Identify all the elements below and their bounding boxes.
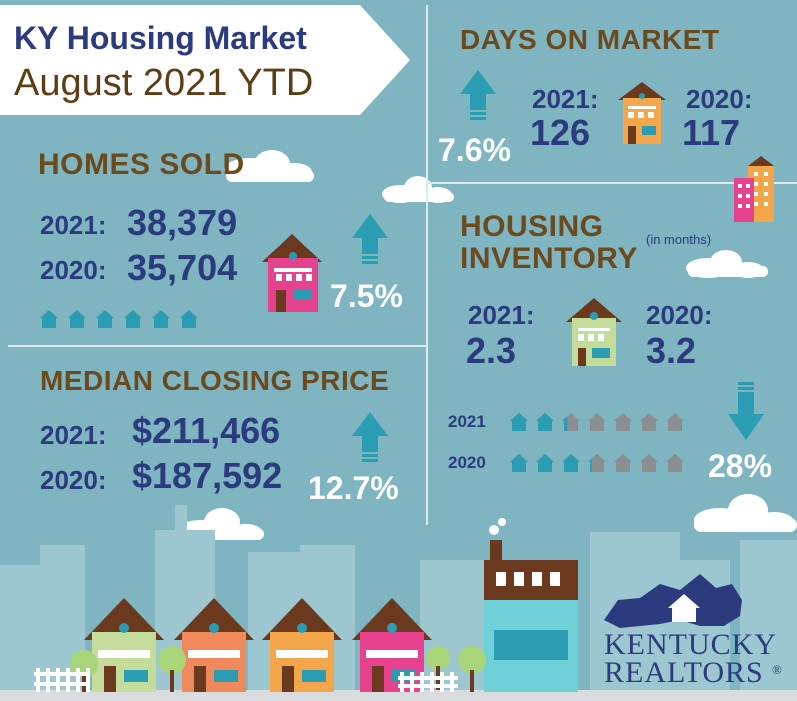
kentucky-map-icon: [604, 574, 742, 628]
title-banner: [0, 5, 410, 115]
inventory-house-icon: [588, 413, 606, 431]
homes-sold-change: 7.5%: [330, 278, 403, 314]
inventory-row-2020-year: 2020: [448, 453, 486, 472]
inventory-house-icon: [562, 413, 580, 431]
homes-sold-2021-value: 38,379: [127, 202, 238, 243]
inventory-row-2021-year: 2021: [448, 412, 486, 431]
cloud-icon: [382, 176, 454, 203]
inventory-house-icon: [614, 454, 632, 472]
median-price-2021-value: $211,466: [132, 410, 281, 451]
homes-sold-2020-label: 2020:: [40, 255, 107, 285]
inventory-house-icon: [640, 413, 658, 431]
inventory-house-icon: [666, 413, 684, 431]
title-line2: August 2021 YTD: [14, 62, 314, 104]
street-houses: [34, 518, 578, 692]
logo-line2: REALTORS: [604, 656, 764, 689]
divider-left: [8, 345, 426, 347]
homes-sold-2020-value: 35,704: [127, 247, 238, 288]
cloud-icon: [694, 494, 797, 532]
median-price-change: 12.7%: [308, 470, 399, 506]
inventory-2020-value: 3.2: [646, 330, 697, 371]
inventory-house-icon: [640, 454, 658, 472]
inventory-house-icon: [510, 454, 528, 472]
up-arrow-icon: [352, 412, 388, 462]
inventory-heading-line2: INVENTORY: [460, 242, 638, 275]
inventory-house-icon: [666, 454, 684, 472]
inventory-2020-label: 2020:: [646, 300, 713, 330]
house-icon: [618, 82, 666, 144]
cloud-icon: [224, 150, 314, 182]
inventory-row-2020: [510, 454, 684, 472]
down-arrow-icon: [728, 382, 764, 440]
inventory-house-icon: [614, 413, 632, 431]
inventory-2021-label: 2021:: [468, 300, 535, 330]
inventory-2021-value: 2.3: [466, 330, 517, 371]
title-line1: KY Housing Market: [14, 20, 307, 56]
up-arrow-icon: [460, 70, 496, 120]
logo-registered-mark: ®: [772, 662, 782, 677]
inventory-row-2021: [510, 413, 684, 431]
building-icon: [734, 156, 774, 222]
inventory-house-icon: [536, 454, 554, 472]
inventory-house-icon: [536, 413, 554, 431]
cloud-icon: [686, 250, 768, 278]
logo-line1: KENTUCKY: [604, 628, 777, 661]
up-arrow-icon: [352, 214, 388, 264]
dom-2020-value: 117: [682, 112, 741, 153]
inventory-house-icon: [562, 454, 580, 472]
inventory-house-icon: [588, 454, 606, 472]
inventory-note: (in months): [646, 232, 712, 247]
homes-sold-heading: HOMES SOLD: [38, 148, 245, 181]
median-price-2020-value: $187,592: [132, 455, 283, 496]
homes-sold-2021-label: 2021:: [40, 210, 107, 240]
days-on-market-heading: DAYS ON MARKET: [460, 24, 720, 55]
median-price-2020-label: 2020:: [40, 465, 107, 495]
house-icon: [262, 234, 322, 312]
divider-vertical: [426, 5, 428, 525]
days-on-market-change: 7.6%: [438, 132, 511, 168]
house-icon: [566, 298, 622, 366]
median-price-2021-label: 2021:: [40, 420, 107, 450]
inventory-change: 28%: [708, 448, 773, 484]
inventory-heading-line1: HOUSING: [460, 210, 604, 243]
dom-2021-value: 126: [530, 112, 591, 153]
inventory-house-icon: [510, 413, 528, 431]
dom-2020-label: 2020:: [686, 84, 753, 114]
median-price-heading: MEDIAN CLOSING PRICE: [40, 365, 390, 396]
dom-2021-label: 2021:: [532, 84, 599, 114]
divider-right: [428, 182, 797, 184]
